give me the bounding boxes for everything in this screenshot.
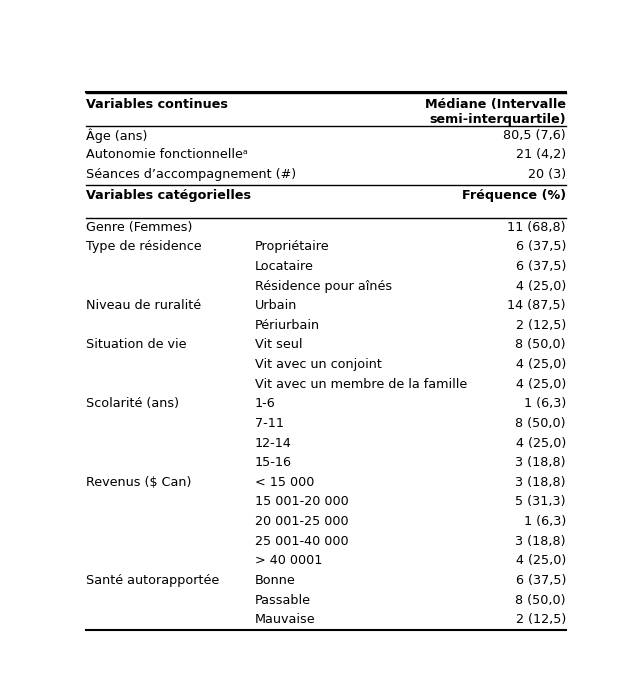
Text: Variables continues: Variables continues <box>85 98 227 110</box>
Text: 6 (37,5): 6 (37,5) <box>515 260 566 273</box>
Text: 4 (25,0): 4 (25,0) <box>515 437 566 449</box>
Text: 4 (25,0): 4 (25,0) <box>515 358 566 371</box>
Text: 15 001-20 000: 15 001-20 000 <box>255 495 348 508</box>
Text: 1 (6,3): 1 (6,3) <box>524 398 566 410</box>
Text: Fréquence (%): Fréquence (%) <box>462 189 566 203</box>
Text: Genre (Femmes): Genre (Femmes) <box>85 220 192 234</box>
Text: 11 (68,8): 11 (68,8) <box>508 220 566 234</box>
Text: < 15 000: < 15 000 <box>255 476 314 489</box>
Text: Mauvaise: Mauvaise <box>255 613 315 626</box>
Text: Résidence pour aînés: Résidence pour aînés <box>255 280 392 293</box>
Text: Variables catégorielles: Variables catégorielles <box>85 189 250 203</box>
Text: 2 (12,5): 2 (12,5) <box>515 319 566 332</box>
Text: Périurbain: Périurbain <box>255 319 320 332</box>
Text: 3 (18,8): 3 (18,8) <box>515 535 566 548</box>
Text: 21 (4,2): 21 (4,2) <box>516 148 566 161</box>
Text: 8 (50,0): 8 (50,0) <box>515 594 566 606</box>
Text: 1 (6,3): 1 (6,3) <box>524 515 566 528</box>
Text: Passable: Passable <box>255 594 311 606</box>
Text: Vit avec un conjoint: Vit avec un conjoint <box>255 358 382 371</box>
Text: 20 (3): 20 (3) <box>528 168 566 181</box>
Text: 4 (25,0): 4 (25,0) <box>515 280 566 293</box>
Text: Situation de vie: Situation de vie <box>85 338 186 351</box>
Text: 6 (37,5): 6 (37,5) <box>515 574 566 587</box>
Text: Locataire: Locataire <box>255 260 314 273</box>
Text: 3 (18,8): 3 (18,8) <box>515 476 566 489</box>
Text: 5 (31,3): 5 (31,3) <box>515 495 566 508</box>
Text: Revenus ($ Can): Revenus ($ Can) <box>85 476 191 489</box>
Text: Séances d’accompagnement (#): Séances d’accompagnement (#) <box>85 168 296 181</box>
Text: 8 (50,0): 8 (50,0) <box>515 417 566 430</box>
Text: Type de résidence: Type de résidence <box>85 240 201 254</box>
Text: 7-11: 7-11 <box>255 417 284 430</box>
Text: 4 (25,0): 4 (25,0) <box>515 378 566 391</box>
Text: 4 (25,0): 4 (25,0) <box>515 555 566 567</box>
Text: Médiane (Intervalle
semi-interquartile): Médiane (Intervalle semi-interquartile) <box>425 98 566 125</box>
Text: 2 (12,5): 2 (12,5) <box>515 613 566 626</box>
Text: 6 (37,5): 6 (37,5) <box>515 240 566 254</box>
Text: 1-6: 1-6 <box>255 398 276 410</box>
Text: Vit avec un membre de la famille: Vit avec un membre de la famille <box>255 378 467 391</box>
Text: > 40 0001: > 40 0001 <box>255 555 322 567</box>
Text: 8 (50,0): 8 (50,0) <box>515 338 566 351</box>
Text: Autonomie fonctionnelleᵃ: Autonomie fonctionnelleᵃ <box>85 148 247 161</box>
Text: 25 001-40 000: 25 001-40 000 <box>255 535 348 548</box>
Text: 3 (18,8): 3 (18,8) <box>515 456 566 469</box>
Text: Niveau de ruralité: Niveau de ruralité <box>85 299 201 312</box>
Text: 15-16: 15-16 <box>255 456 292 469</box>
Text: Âge (ans): Âge (ans) <box>85 129 147 143</box>
Text: 80,5 (7,6): 80,5 (7,6) <box>503 129 566 142</box>
Text: 14 (87,5): 14 (87,5) <box>508 299 566 312</box>
Text: 12-14: 12-14 <box>255 437 292 449</box>
Text: Propriétaire: Propriétaire <box>255 240 329 254</box>
Text: Scolarité (ans): Scolarité (ans) <box>85 398 178 410</box>
Text: Urbain: Urbain <box>255 299 297 312</box>
Text: 20 001-25 000: 20 001-25 000 <box>255 515 348 528</box>
Text: Bonne: Bonne <box>255 574 296 587</box>
Text: Santé autorapportée: Santé autorapportée <box>85 574 218 587</box>
Text: Vit seul: Vit seul <box>255 338 303 351</box>
